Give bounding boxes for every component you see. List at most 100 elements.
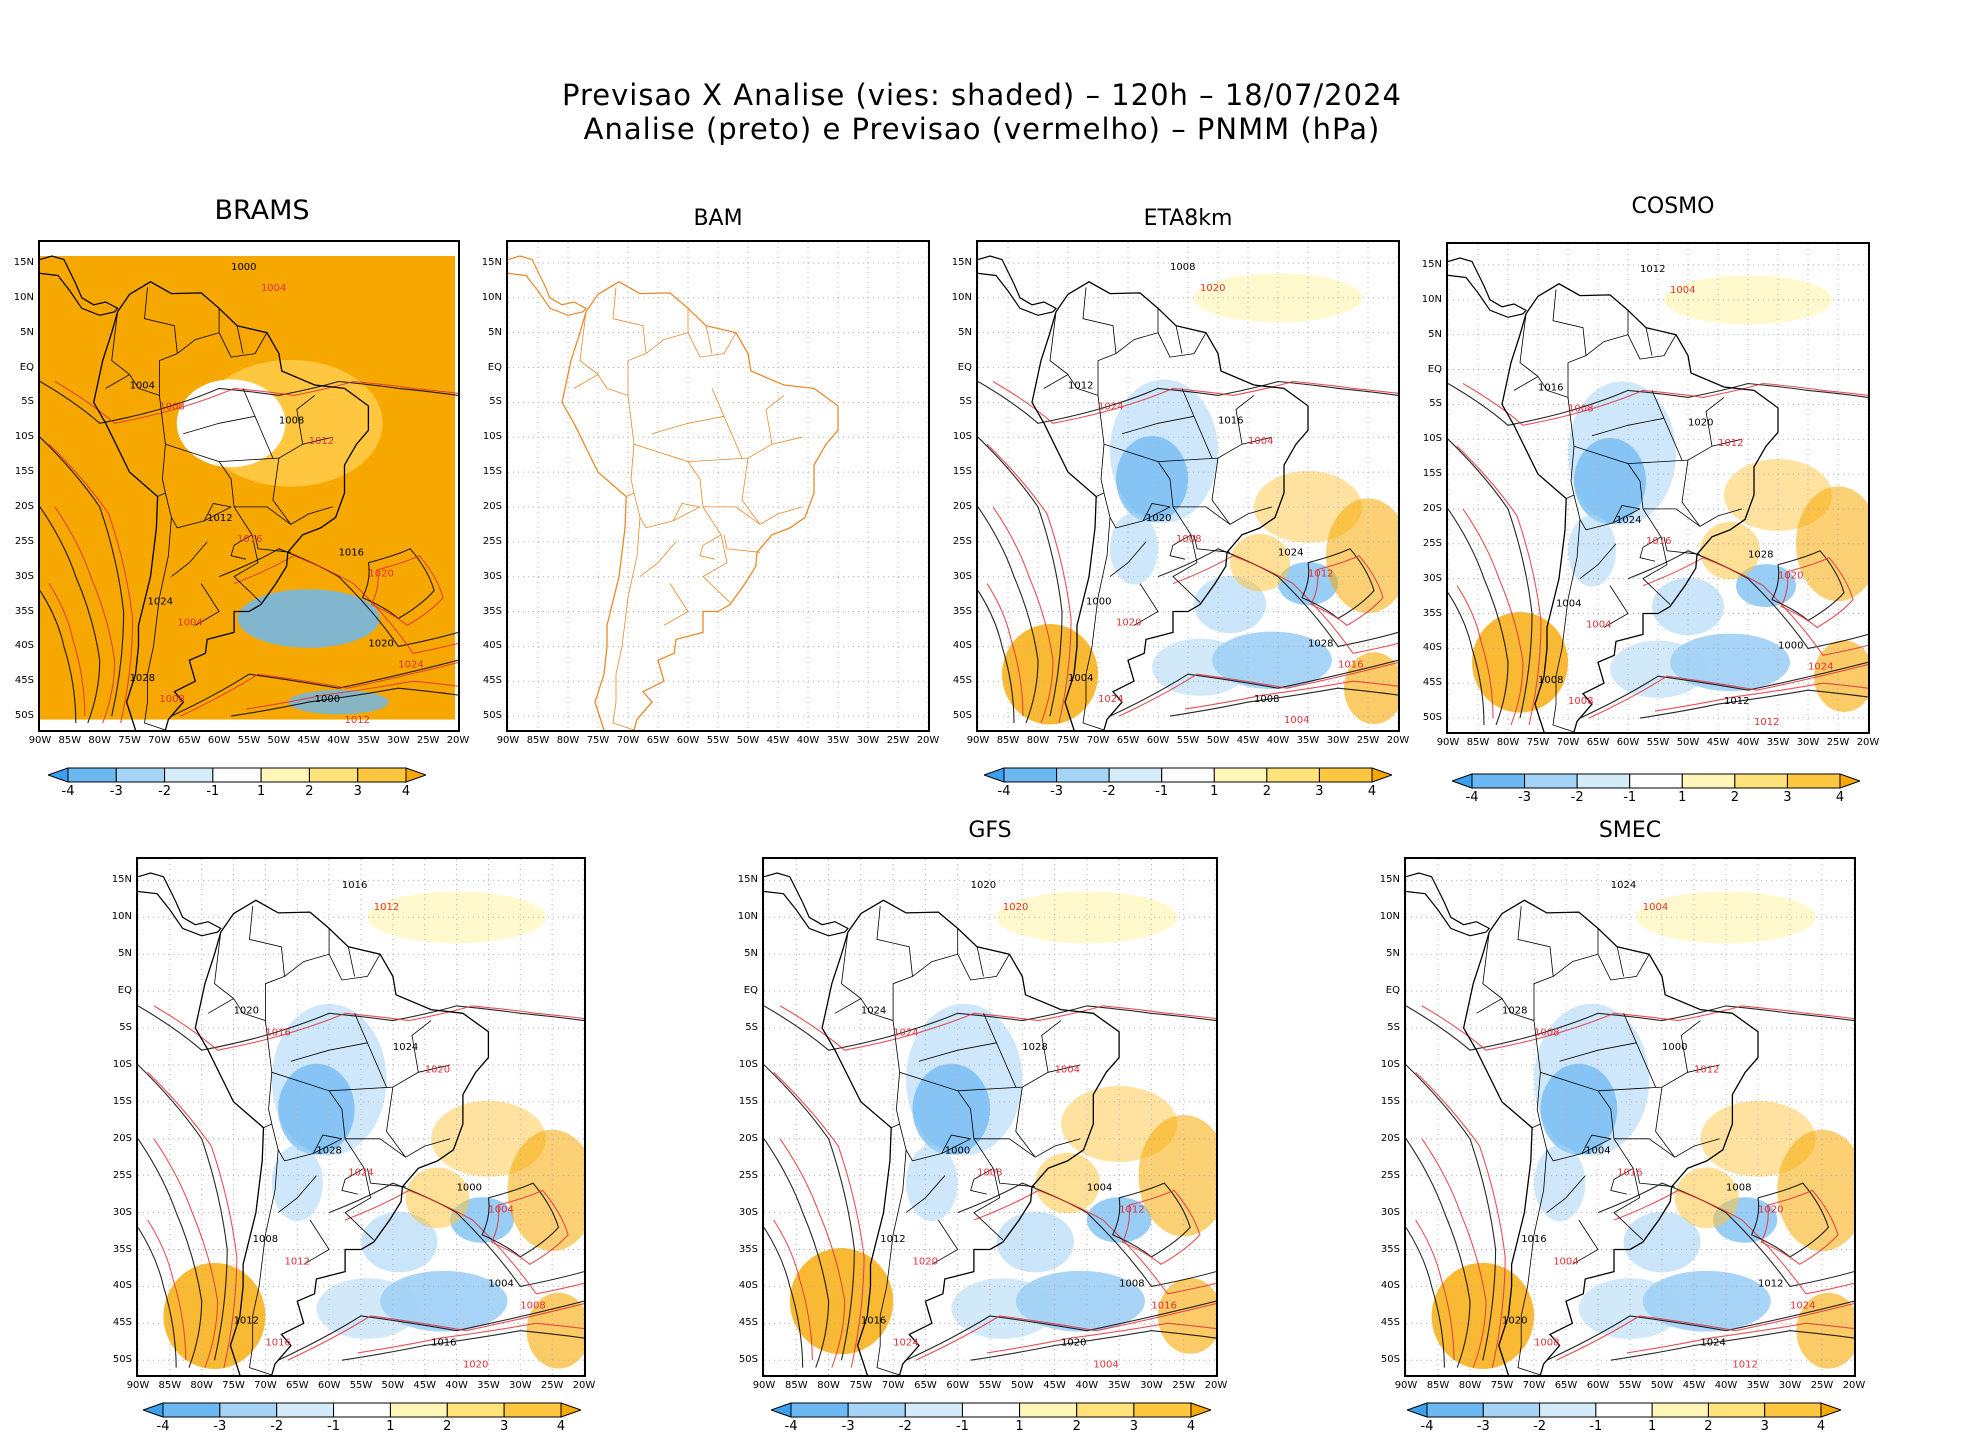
coastline-south-america (1031, 281, 1309, 730)
forecast-isobar-label: 1012 (309, 436, 334, 447)
forecast-isobar-label: 1016 (265, 1337, 290, 1348)
latitude-label: 25S (738, 1169, 758, 1181)
political-border (1651, 390, 1683, 461)
longitude-label: 40W (1075, 1380, 1099, 1391)
latitude-label: 45S (482, 675, 502, 687)
longitude-label: 20W (916, 735, 940, 746)
colorbar-tick-label: 1 (1648, 1419, 1657, 1434)
analysis-isobar (138, 1005, 584, 1051)
analysis-isobar-label: 1028 (1748, 550, 1773, 561)
latitude-label: 5S (119, 1022, 132, 1034)
coastline-central-america (764, 872, 849, 937)
forecast-isobar (1172, 555, 1398, 654)
longitude-label: 30W (1326, 735, 1350, 746)
analysis-isobar-label: 1020 (368, 638, 393, 649)
bias-shading-yellow (996, 891, 1178, 944)
political-border (1235, 395, 1255, 445)
political-border (1082, 517, 1111, 730)
colorbar-tick-label: -1 (1155, 784, 1169, 799)
colorbar-swatch (1133, 1402, 1192, 1418)
political-border (1015, 1087, 1036, 1158)
analysis-isobar-label: 1008 (1254, 694, 1279, 705)
political-border (687, 332, 737, 358)
longitude-label: 25W (416, 735, 440, 746)
longitude-label: 25W (540, 1380, 564, 1391)
analysis-isobar-label: 1000 (231, 262, 256, 273)
bias-shading-yellow (367, 891, 546, 944)
forecast-isobar (1760, 1189, 1839, 1265)
political-border (1133, 583, 1159, 626)
bias-shading-blue (237, 589, 380, 648)
latitude-label: 40S (1422, 642, 1442, 654)
colorbar-tick-label: 2 (1072, 1419, 1081, 1434)
analysis-isobar (978, 436, 1063, 717)
political-border (219, 436, 333, 462)
latitude-label: 50S (1422, 712, 1442, 724)
forecast-isobar-label: 1004 (1248, 436, 1273, 447)
colorbar-swatch (503, 1402, 562, 1418)
map-panel-unnamed: 1016 1012 1020 1016 1024 1020 1028 1024 1000 1004… (136, 857, 586, 1377)
coastline-south-america (561, 281, 839, 730)
analysis-isobar-label: 1000 (315, 694, 340, 705)
colorbar-tick-label: 3 (353, 784, 362, 799)
latitude-label: 5N (1428, 328, 1442, 340)
colorbar-tick-label: -2 (898, 1419, 912, 1434)
forecast-isobar-label: 1004 (1670, 285, 1695, 296)
colorbar-tick-label: 2 (1704, 1419, 1713, 1434)
colorbar-tick-label: 3 (1783, 790, 1792, 805)
political-border (1482, 932, 1503, 999)
colorbar-swatch (1161, 767, 1215, 783)
longitude-label: 65W (1586, 737, 1610, 748)
analysis-isobar-label: 1008 (253, 1234, 278, 1245)
latitude-label: 35S (482, 605, 502, 617)
latitude-label: 50S (14, 710, 34, 722)
longitude-label: 45W (1043, 1380, 1066, 1391)
coastline-south-america (1462, 899, 1759, 1375)
latitude-label: 20S (1380, 1132, 1400, 1144)
longitude-label: 75W (1056, 735, 1080, 746)
bias-shading-orange (1138, 1114, 1216, 1237)
bias-shading-blue (361, 1211, 438, 1273)
longitude-label: 35W (477, 1380, 500, 1391)
colorbar-arrow-low (1405, 1402, 1428, 1418)
longitude-label: 55W (1646, 737, 1670, 748)
map-panel-eta8km: 1008 1020 1012 1024 1016 1004 1020 1008 1024 1012… (976, 240, 1400, 732)
panel-title: BAM (693, 206, 743, 231)
political-border (1531, 1123, 1541, 1129)
forecast-isobar-label: 1020 (1778, 571, 1803, 582)
political-border (723, 534, 761, 553)
longitude-label: 40W (796, 735, 820, 746)
latitude-label: 35S (112, 1243, 132, 1255)
analysis-isobar-label: 1008 (1538, 675, 1563, 686)
analysis-isobar (361, 548, 435, 620)
political-border (1546, 1175, 1586, 1213)
bias-shading-blue (278, 1063, 355, 1155)
colorbar-swatch (1734, 773, 1788, 789)
longitude-label: 25W (1172, 1380, 1196, 1391)
colorbar-arrow-high (405, 767, 428, 783)
forecast-isobar-label: 1020 (1003, 902, 1028, 913)
colorbar-swatch (1019, 1402, 1078, 1418)
longitude-label: 60W (1146, 735, 1170, 746)
coastline-south-america (93, 281, 370, 730)
latitude-label: 15S (738, 1095, 758, 1107)
political-border (1643, 508, 1743, 527)
longitude-label: 75W (586, 735, 610, 746)
political-border (1572, 1219, 1599, 1265)
colorbar-swatch (1681, 773, 1736, 789)
coastline-south-america (194, 899, 490, 1375)
forecast-isobar-label: 1004 (1055, 1064, 1080, 1075)
latitude-label: 35S (1422, 607, 1442, 619)
bias-shading-blue (1736, 564, 1796, 608)
analysis-isobar-label: 1004 (1087, 1182, 1112, 1193)
bias-shading-blue (1194, 575, 1266, 634)
colorbar-arrow-low (769, 1402, 792, 1418)
longitude-label: 50W (736, 735, 760, 746)
colorbar-tick-label: -3 (1518, 790, 1532, 805)
bias-shading-orange (40, 256, 456, 720)
longitude-label: 85W (158, 1380, 182, 1391)
analysis-isobar (1448, 382, 1868, 426)
longitude-label: 25W (1356, 735, 1380, 746)
political-border (111, 311, 130, 375)
colorbar-swatch (961, 1402, 1021, 1418)
